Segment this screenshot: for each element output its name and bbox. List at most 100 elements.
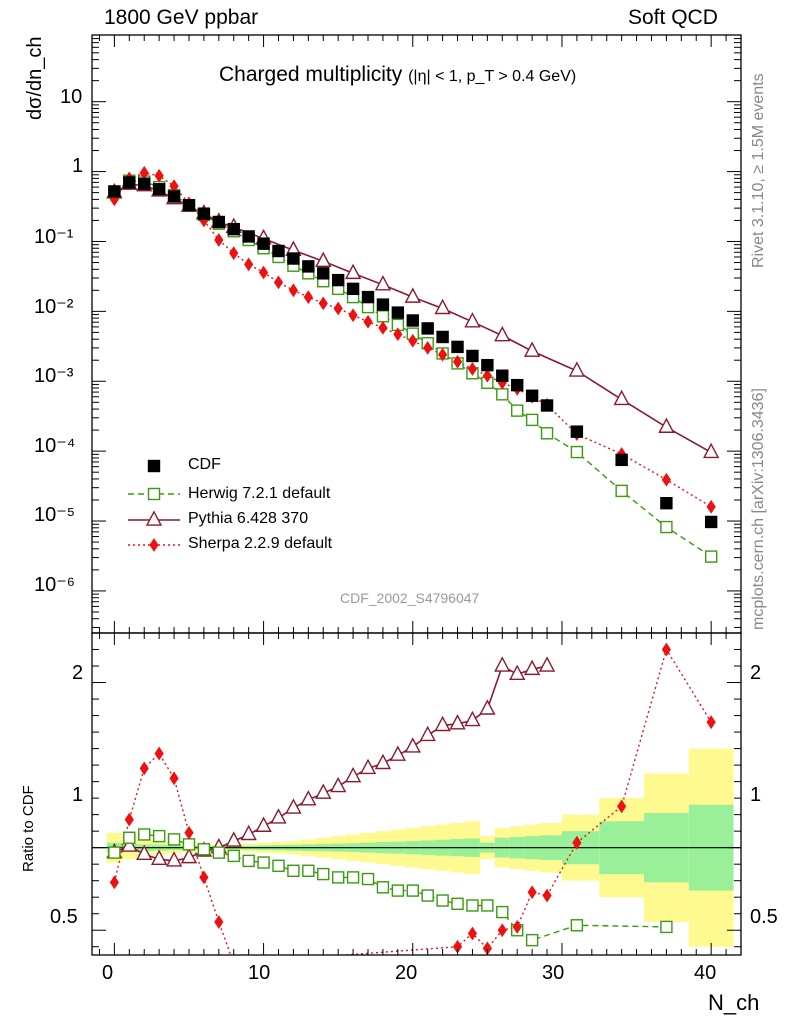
cdf-point <box>466 349 479 363</box>
sherpa-point <box>408 333 418 348</box>
herwig-ratio-point <box>138 828 151 841</box>
herwig-ratio-point <box>302 864 315 877</box>
cdf-point <box>361 290 375 304</box>
cdf-point <box>197 207 211 220</box>
sherpa-point <box>706 499 716 514</box>
y-tick-label: 1 <box>72 155 84 177</box>
sherpa-point <box>467 362 478 376</box>
herwig-point <box>704 550 718 563</box>
cdf-point <box>167 190 181 203</box>
herwig-ratio-point <box>242 854 255 868</box>
sherpa-point <box>393 327 403 342</box>
herwig-ratio-point <box>212 846 226 859</box>
x-tick-label: 20 <box>395 962 418 984</box>
cdf-point <box>317 267 330 280</box>
cdf-point <box>436 330 449 344</box>
pythia-ratio-point <box>300 790 317 806</box>
x-tick-label: 40 <box>694 962 717 984</box>
cdf-point <box>391 306 405 319</box>
pythia-ratio-point <box>315 783 332 799</box>
rivet-version-label: Rivet 3.1.10, ≥ 1.5M events <box>750 73 767 268</box>
y-tick-label: 10⁻³ <box>34 365 74 387</box>
cdf-point <box>302 260 315 273</box>
sherpa-point <box>229 246 239 261</box>
cdf-point <box>108 185 121 198</box>
herwig-point <box>525 413 539 427</box>
herwig-ratio-point <box>391 884 405 897</box>
sherpa-point <box>273 275 284 290</box>
pythia-ratio-point <box>389 745 407 761</box>
sherpa-point <box>482 368 492 383</box>
cdf-point <box>525 389 539 402</box>
pythia-ratio-point <box>255 816 272 832</box>
legend-symbol-herwig <box>147 487 161 501</box>
pythia-ratio-point <box>225 831 242 847</box>
cdf-point <box>376 298 390 311</box>
series-markers <box>106 165 720 956</box>
pythia-ratio-point <box>464 710 481 727</box>
pythia-ratio-point <box>509 664 526 681</box>
herwig-ratio-point <box>182 838 196 851</box>
legend-symbol-sherpa <box>149 538 159 552</box>
cdf-point <box>615 453 628 467</box>
herwig-ratio-point <box>376 881 390 894</box>
y-tick-label: 10⁻² <box>34 296 74 318</box>
sherpa-ratio-line <box>113 647 712 955</box>
herwig-ratio-point <box>570 919 584 932</box>
sherpa-ratio-point <box>497 923 507 938</box>
y-tick-label: 10⁻⁵ <box>34 504 76 526</box>
y-tick-label: 10⁻⁶ <box>34 574 76 596</box>
sherpa-ratio-point <box>617 799 627 814</box>
pythia-ratio-point <box>523 659 541 676</box>
sherpa-ratio-point <box>169 771 179 786</box>
herwig-ratio-point <box>257 856 270 869</box>
cdf-point <box>123 176 136 189</box>
cdf-point <box>287 252 300 265</box>
herwig-ratio-point <box>197 843 211 856</box>
cdf-point <box>272 244 285 258</box>
cdf-point <box>540 399 554 412</box>
y-tick-label-ratio-left: 2 <box>72 662 84 684</box>
pythia-point <box>374 275 392 291</box>
pythia-ratio-point <box>538 656 556 672</box>
herwig-ratio-point <box>317 867 330 881</box>
pythia-point <box>613 389 630 406</box>
ratio-uncertainty-band <box>92 748 741 947</box>
pythia-ratio-point <box>434 715 451 732</box>
herwig-ratio-point <box>123 831 136 844</box>
analysis-id: CDF_2002_S4796047 <box>340 590 480 606</box>
pythia-point <box>404 287 421 303</box>
herwig-ratio-point <box>361 872 375 886</box>
y-tick-label: 10⁻¹ <box>34 226 74 248</box>
x-tick-label: 30 <box>542 962 565 984</box>
pythia-point <box>658 417 675 433</box>
legend-label-herwig: Herwig 7.2.1 default <box>188 485 331 502</box>
cdf-point <box>570 425 584 438</box>
cdf-point <box>346 282 360 296</box>
cdf-point <box>496 369 509 382</box>
sherpa-ratio-point <box>467 926 478 941</box>
pythia-point <box>434 298 451 315</box>
pythia-ratio-point <box>150 849 168 865</box>
cdf-point <box>257 237 270 250</box>
herwig-line <box>113 179 712 558</box>
sherpa-point <box>363 314 373 329</box>
herwig-ratio-point <box>421 889 434 902</box>
y-tick-label-ratio-right: 1 <box>750 784 762 806</box>
pythia-ratio-point <box>344 766 362 783</box>
sherpa-ratio-point <box>214 915 224 929</box>
sherpa-point <box>438 347 448 362</box>
herwig-ratio-point <box>660 920 673 934</box>
legend-label-pythia: Pythia 6.428 370 <box>188 510 309 527</box>
herwig-point <box>496 388 509 401</box>
herwig-ratio-point <box>227 849 240 863</box>
title-cuts: (|η| < 1, p_T > 0.4 GeV) <box>408 68 577 85</box>
sherpa-ratio-point <box>661 642 672 657</box>
legend-symbol-cdf <box>147 459 161 473</box>
herwig-ratio-point <box>481 899 494 912</box>
pythia-point <box>315 251 332 268</box>
y-tick-label-ratio-right: 0.5 <box>750 906 778 928</box>
pythia-ratio-point <box>270 808 287 824</box>
sherpa-ratio-point <box>199 870 209 885</box>
cdf-point <box>331 273 345 287</box>
